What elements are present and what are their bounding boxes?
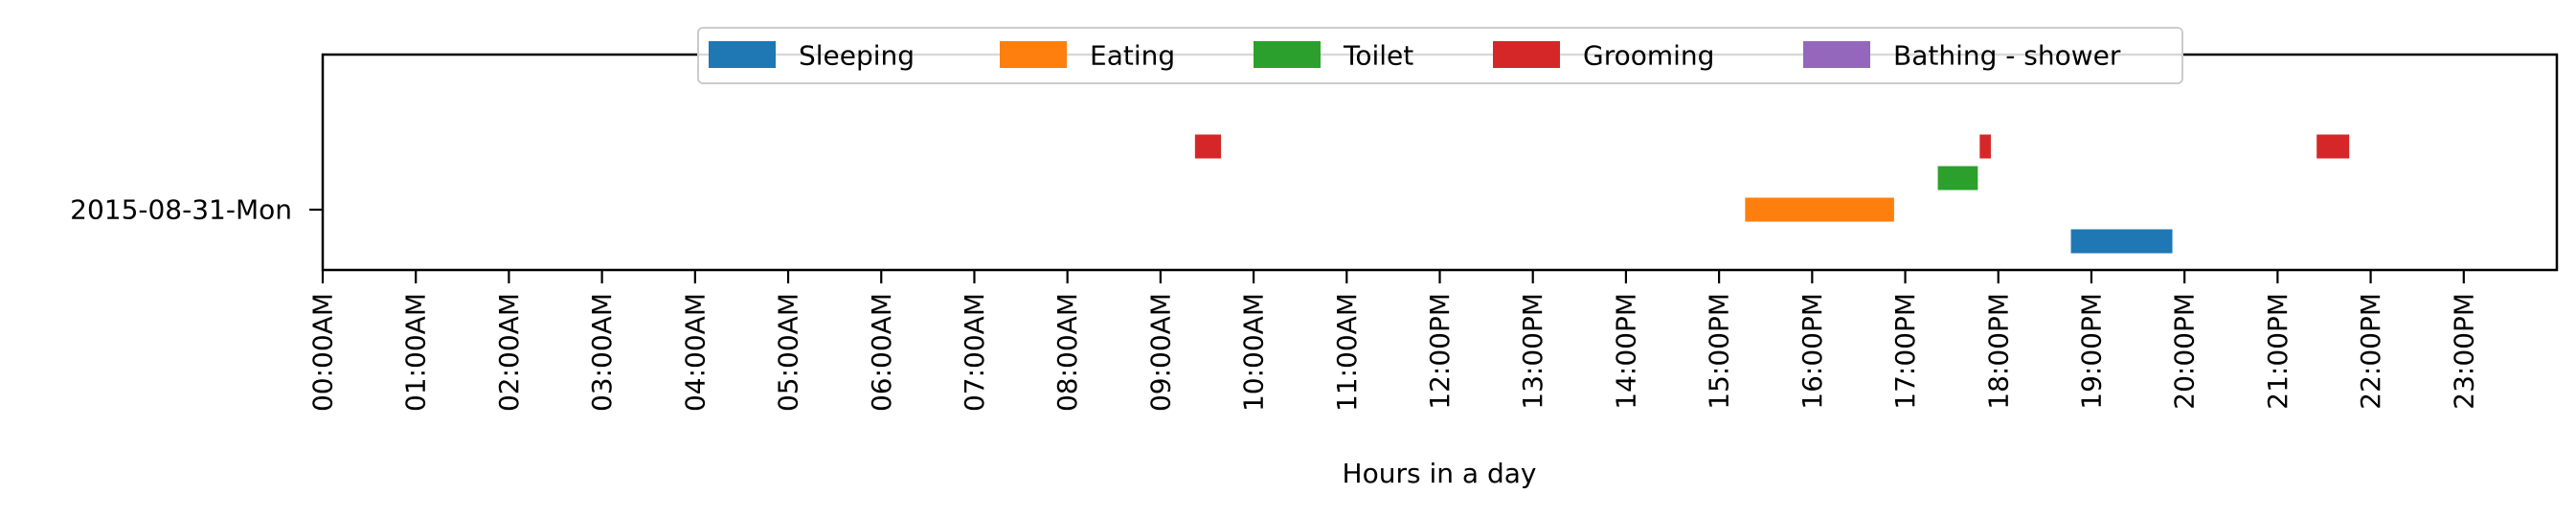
bar-grooming xyxy=(1194,134,1222,159)
x-axis-label: Hours in a day xyxy=(1343,458,1537,489)
x-tick-label: 03:00AM xyxy=(586,293,618,412)
y-axis: 2015-08-31-Mon xyxy=(70,194,323,226)
x-tick-label: 10:00AM xyxy=(1238,293,1270,412)
legend-label-toilet: Toilet xyxy=(1343,40,1413,72)
x-tick-label: 21:00PM xyxy=(2262,293,2294,410)
x-tick-label: 16:00PM xyxy=(1796,293,1828,410)
x-tick-label: 14:00PM xyxy=(1610,293,1641,410)
x-tick-label: 19:00PM xyxy=(2075,293,2107,410)
bar-toilet xyxy=(1937,166,1978,191)
x-tick-label: 18:00PM xyxy=(1982,293,2014,410)
legend-swatch-toilet xyxy=(1254,41,1321,68)
x-tick-label: 12:00PM xyxy=(1424,293,1456,410)
x-tick-label: 02:00AM xyxy=(493,293,525,412)
legend-swatch-eating xyxy=(1000,41,1067,68)
x-tick-label: 01:00AM xyxy=(400,293,432,412)
legend-label-eating: Eating xyxy=(1090,40,1175,72)
x-tick-label: 05:00AM xyxy=(773,293,804,412)
x-tick-label: 00:00AM xyxy=(307,293,339,412)
x-tick-label: 13:00PM xyxy=(1517,293,1548,410)
x-tick-label: 09:00AM xyxy=(1144,293,1176,412)
x-tick-label: 22:00PM xyxy=(2355,293,2386,410)
bar-grooming xyxy=(1979,134,1991,159)
x-tick-label: 11:00AM xyxy=(1331,293,1363,412)
legend-swatch-bathing-shower xyxy=(1803,41,1870,68)
x-tick-label: 23:00PM xyxy=(2448,293,2479,410)
plot-frame xyxy=(321,53,2559,272)
legend: Sleeping Eating Toilet Grooming Bathing - sh… xyxy=(697,27,2183,84)
x-tick-label: 06:00AM xyxy=(866,293,897,412)
bar-grooming xyxy=(2316,134,2350,159)
x-axis: 00:00AM 01:00AM 02:00AM 03:00AM 04:00AM 05:00… xyxy=(307,270,2479,412)
legend-swatch-sleeping xyxy=(709,41,776,68)
x-tick-label: 07:00AM xyxy=(959,293,990,412)
bar-eating xyxy=(1745,197,1894,222)
x-tick-label: 04:00AM xyxy=(679,293,711,412)
legend-swatch-grooming xyxy=(1493,41,1560,68)
bar-sleeping xyxy=(2070,229,2173,254)
activity-bars xyxy=(1194,134,2350,254)
legend-label-sleeping: Sleeping xyxy=(799,40,915,72)
x-tick-label: 17:00PM xyxy=(1889,293,1921,410)
legend-label-grooming: Grooming xyxy=(1583,40,1714,72)
y-tick-label: 2015-08-31-Mon xyxy=(70,194,292,226)
x-tick-label: 20:00PM xyxy=(2169,293,2201,410)
x-tick-label: 15:00PM xyxy=(1704,293,1735,410)
x-tick-label: 08:00AM xyxy=(1051,293,1083,412)
legend-label-bathing-shower: Bathing - shower xyxy=(1893,40,2121,72)
